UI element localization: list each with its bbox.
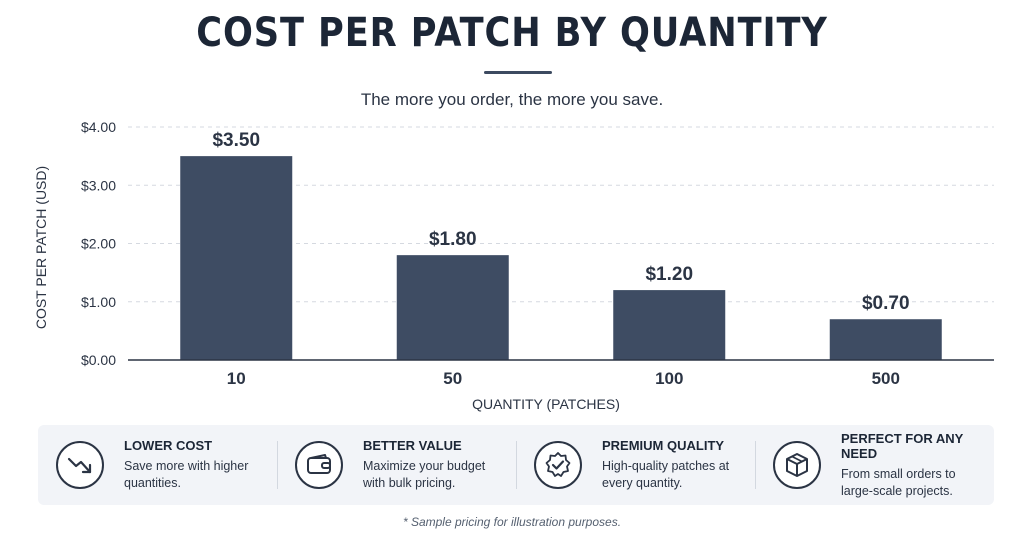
y-axis-title: COST PER PATCH (USD) <box>33 166 49 329</box>
badge-check-icon <box>534 441 582 489</box>
x-tick-label: 500 <box>872 369 900 388</box>
x-tick-label: 10 <box>227 369 246 388</box>
feature-description: From small orders to large-scale project… <box>841 466 956 498</box>
bar-value-label: $1.80 <box>429 229 477 250</box>
bar-value-label: $0.70 <box>862 293 910 314</box>
feature-any-need: PERFECT FOR ANY NEED From small orders t… <box>755 425 994 505</box>
bar-value-label: $1.20 <box>645 264 693 285</box>
feature-description: Maximize your budget with bulk pricing. <box>363 459 486 490</box>
feature-title: PREMIUM QUALITY <box>602 438 725 453</box>
feature-better-value: BETTER VALUE Maximize your budget with b… <box>277 425 516 505</box>
y-tick-label: $1.00 <box>81 294 116 310</box>
x-tick-label: 100 <box>655 369 683 388</box>
feature-title: PERFECT FOR ANY NEED <box>841 430 964 461</box>
bar-chart: $0.00 $1.00 $2.00 $3.00 $4.00 $3.50 10 $1.80 50 $… <box>33 119 994 412</box>
wallet-icon <box>295 441 343 489</box>
x-tick-label: 50 <box>443 369 462 388</box>
y-tick-label: $2.00 <box>81 236 116 252</box>
features-panel: LOWER COST Save more with higher quantit… <box>38 425 994 505</box>
feature-title: LOWER COST <box>124 438 213 453</box>
title-divider <box>484 71 552 74</box>
trending-down-icon <box>56 441 104 489</box>
feature-title: BETTER VALUE <box>363 438 462 453</box>
x-axis-title: QUANTITY (PATCHES) <box>472 396 620 412</box>
feature-premium-quality: PREMIUM QUALITY High-quality patches at … <box>516 425 755 505</box>
box-icon <box>773 441 821 489</box>
y-tick-label: $3.00 <box>81 177 116 193</box>
bar-value-label: $3.50 <box>212 130 260 151</box>
y-tick-label: $0.00 <box>81 352 116 368</box>
bar <box>180 156 293 360</box>
chart-subtitle: The more you order, the more you save. <box>360 90 664 109</box>
feature-lower-cost: LOWER COST Save more with higher quantit… <box>38 425 277 505</box>
feature-description: High-quality patches at every quantity. <box>602 459 730 490</box>
feature-description: Save more with higher quantities. <box>124 459 249 490</box>
y-tick-label: $4.00 <box>81 119 116 135</box>
bar <box>613 290 726 360</box>
bar <box>829 319 942 360</box>
chart-title: COST PER PATCH BY QUANTITY <box>196 10 828 56</box>
footnote: * Sample pricing for illustration purpos… <box>402 515 622 529</box>
bar <box>396 255 509 360</box>
